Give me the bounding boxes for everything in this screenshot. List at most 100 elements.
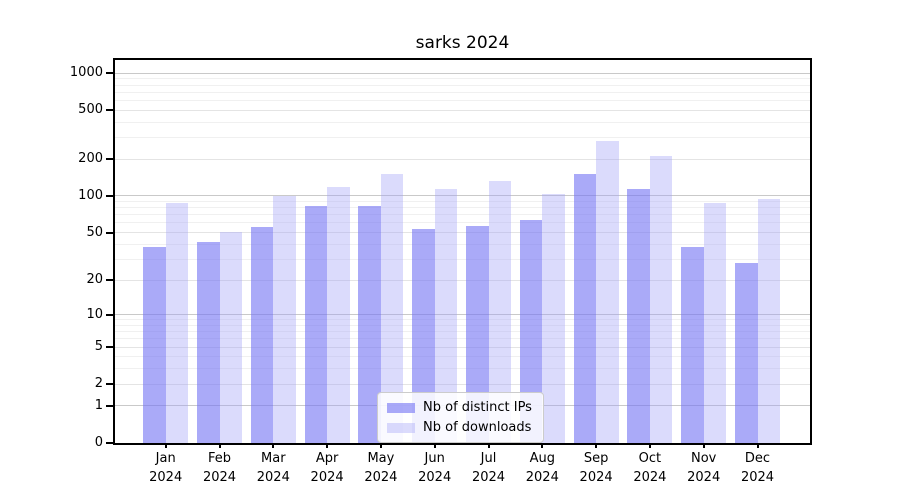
gridline-major bbox=[115, 314, 810, 316]
gridline-minor bbox=[115, 324, 810, 326]
x-tick-mark bbox=[272, 443, 275, 448]
gridline-mid bbox=[115, 346, 810, 348]
bar-aug-distinct-ips bbox=[519, 219, 543, 443]
x-tick-label-oct: Oct 2024 bbox=[618, 449, 682, 487]
bar-jun-downloads bbox=[434, 189, 458, 443]
x-tick-label-apr: Apr 2024 bbox=[295, 449, 359, 487]
x-tick-year: 2024 bbox=[687, 470, 721, 485]
gridline-minor bbox=[115, 201, 810, 203]
x-tick-label-feb: Feb 2024 bbox=[188, 449, 252, 487]
bar-may-downloads bbox=[380, 174, 404, 443]
bar-oct-downloads bbox=[649, 156, 673, 443]
legend-swatch-downloads bbox=[387, 422, 415, 433]
gridline-major bbox=[115, 72, 810, 74]
bar-aug-downloads bbox=[542, 193, 565, 443]
y-tick-label: 0 bbox=[94, 435, 103, 450]
x-tick-mark bbox=[595, 443, 598, 448]
x-tick-mark bbox=[218, 443, 221, 448]
x-tick-year: 2024 bbox=[633, 470, 667, 485]
gridline-minor bbox=[115, 368, 810, 370]
x-tick-year: 2024 bbox=[740, 470, 775, 485]
x-tick-mark bbox=[379, 443, 382, 448]
bar-apr-downloads bbox=[327, 187, 350, 443]
bar-nov-downloads bbox=[703, 202, 727, 443]
x-tick-month: Oct bbox=[638, 451, 662, 466]
gridline-minor bbox=[115, 121, 810, 123]
gridline-mid bbox=[115, 109, 810, 111]
bar-feb-distinct-ips bbox=[197, 241, 220, 443]
y-tick-mark bbox=[106, 404, 114, 407]
y-tick-label: 1000 bbox=[69, 65, 103, 81]
y-tick-mark bbox=[106, 279, 114, 282]
x-tick-year: 2024 bbox=[364, 470, 398, 485]
y-tick-mark bbox=[106, 72, 114, 75]
x-tick-label-jul: Jul 2024 bbox=[457, 449, 521, 487]
x-tick-mark bbox=[541, 443, 544, 448]
x-tick-label-sep: Sep 2024 bbox=[564, 449, 628, 487]
bar-dec-distinct-ips bbox=[735, 262, 758, 443]
x-tick-label-mar: Mar 2024 bbox=[241, 449, 305, 487]
x-tick-mark bbox=[702, 443, 705, 448]
y-tick-mark bbox=[106, 158, 114, 161]
x-tick-year: 2024 bbox=[149, 470, 183, 485]
x-tick-year: 2024 bbox=[202, 470, 237, 485]
gridline-mid bbox=[115, 158, 810, 160]
bar-may-distinct-ips bbox=[358, 205, 381, 443]
y-tick-mark bbox=[106, 231, 114, 234]
legend-label-downloads: Nb of downloads bbox=[423, 420, 532, 435]
bar-jul-downloads bbox=[488, 180, 511, 443]
gridline-minor bbox=[115, 100, 810, 101]
legend: Nb of distinct IPs Nb of downloads bbox=[377, 392, 544, 443]
x-tick-mark bbox=[433, 443, 436, 448]
bar-sep-downloads bbox=[596, 141, 619, 443]
y-tick-label: 2 bbox=[94, 376, 103, 392]
y-tick-label: 50 bbox=[86, 224, 103, 240]
y-tick-label: 10 bbox=[86, 306, 103, 322]
gridline-minor bbox=[115, 91, 810, 93]
gridline-mid bbox=[115, 383, 810, 385]
x-tick-mark bbox=[164, 443, 167, 448]
x-tick-label-nov: Nov 2024 bbox=[672, 449, 736, 487]
gridline-minor bbox=[115, 207, 810, 209]
x-tick-year: 2024 bbox=[471, 470, 506, 485]
x-tick-month: May bbox=[367, 451, 395, 466]
y-tick-mark bbox=[106, 313, 114, 316]
gridline-minor bbox=[115, 258, 810, 260]
x-tick-month: Sep bbox=[583, 451, 609, 466]
bar-apr-distinct-ips bbox=[304, 205, 328, 443]
x-tick-month: Jan bbox=[155, 451, 176, 466]
y-tick-label: 200 bbox=[78, 151, 103, 167]
bar-jun-distinct-ips bbox=[412, 229, 435, 443]
x-tick-month: Jul bbox=[480, 451, 497, 466]
gridline-minor bbox=[115, 338, 810, 340]
y-tick-label: 20 bbox=[86, 272, 103, 288]
x-tick-month: Mar bbox=[261, 451, 286, 466]
x-tick-year: 2024 bbox=[310, 470, 344, 485]
gridline-minor bbox=[115, 243, 810, 245]
x-tick-label-dec: Dec 2024 bbox=[726, 449, 790, 487]
bar-mar-downloads bbox=[273, 195, 296, 443]
plot-area bbox=[113, 58, 812, 445]
x-tick-mark bbox=[487, 443, 490, 448]
legend-label-distinct-ips: Nb of distinct IPs bbox=[423, 400, 532, 415]
gridline-minor bbox=[115, 214, 810, 216]
chart-title: sarks 2024 bbox=[415, 33, 510, 53]
x-tick-year: 2024 bbox=[525, 470, 559, 485]
y-tick-mark bbox=[106, 346, 114, 349]
gridline-mid bbox=[115, 279, 810, 281]
gridline-minor bbox=[115, 222, 810, 224]
bar-jan-distinct-ips bbox=[143, 246, 166, 443]
bar-nov-distinct-ips bbox=[681, 246, 704, 443]
bar-sep-distinct-ips bbox=[573, 174, 597, 443]
gridline-mid bbox=[115, 232, 810, 234]
y-tick-label: 100 bbox=[78, 187, 103, 203]
y-tick-label: 1 bbox=[94, 397, 103, 413]
y-tick-mark bbox=[106, 442, 114, 444]
x-tick-label-jun: Jun 2024 bbox=[403, 449, 467, 487]
x-tick-month: Aug bbox=[529, 451, 555, 466]
y-tick-label: 500 bbox=[78, 102, 103, 118]
gridline-minor bbox=[115, 84, 810, 86]
x-tick-month: Dec bbox=[744, 451, 771, 466]
x-tick-label-may: May 2024 bbox=[349, 449, 413, 487]
x-tick-year: 2024 bbox=[418, 470, 452, 485]
